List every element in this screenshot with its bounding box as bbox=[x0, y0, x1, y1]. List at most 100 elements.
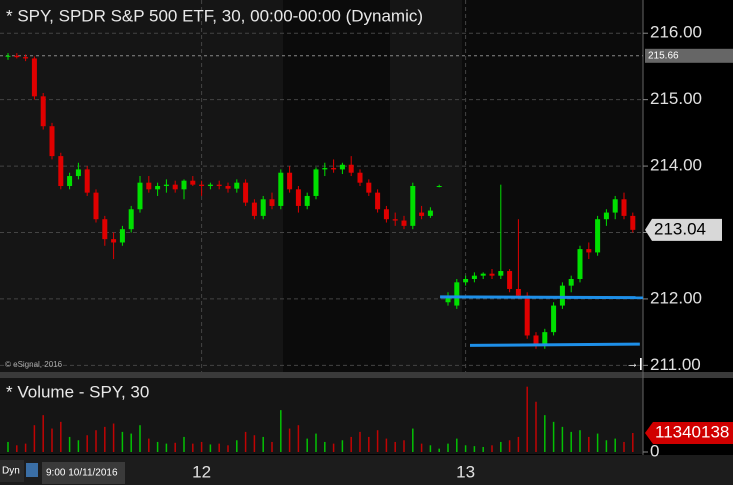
y-tick-label: 216.00 bbox=[650, 23, 702, 42]
candle-body bbox=[295, 189, 301, 206]
candle-body bbox=[216, 184, 222, 186]
candle-body bbox=[498, 271, 504, 276]
candle-body bbox=[489, 273, 495, 276]
trend-line bbox=[469, 342, 640, 347]
candle-body bbox=[278, 172, 284, 206]
candle-body bbox=[137, 182, 143, 210]
y-tick-label: 212.00 bbox=[650, 288, 702, 307]
candle-body bbox=[119, 229, 125, 243]
candle-body bbox=[568, 279, 574, 286]
chart-title: * SPY, SPDR S&P 500 ETF, 30, 00:00-00:00… bbox=[6, 6, 423, 25]
candle-body bbox=[40, 96, 46, 127]
candle-body bbox=[542, 332, 548, 346]
candle-body bbox=[287, 172, 293, 190]
trend-line bbox=[440, 295, 643, 300]
candle-body bbox=[410, 186, 416, 226]
candle-body bbox=[559, 285, 565, 306]
axes: 211.00212.00213.00214.00215.00216.001213… bbox=[192, 23, 733, 481]
candle-body bbox=[93, 192, 99, 220]
mode-label[interactable]: Dyn bbox=[2, 466, 20, 477]
candle-body bbox=[471, 275, 477, 279]
candle-body bbox=[375, 192, 381, 210]
candle-body bbox=[515, 288, 521, 296]
candle-body bbox=[480, 273, 486, 276]
candle-body bbox=[586, 249, 592, 253]
candle-body bbox=[577, 249, 583, 279]
candle-body bbox=[234, 182, 240, 189]
candle-body bbox=[419, 212, 425, 216]
reference-tag bbox=[645, 48, 733, 63]
last-price-tag bbox=[645, 218, 722, 241]
candle-body bbox=[190, 180, 196, 185]
candle-body bbox=[181, 180, 187, 190]
candle-body bbox=[427, 210, 433, 216]
candle-body bbox=[533, 335, 539, 346]
candle-body bbox=[551, 305, 557, 333]
y-tick-label: 214.00 bbox=[650, 156, 702, 175]
candle-body bbox=[383, 209, 389, 220]
candle-body bbox=[225, 186, 231, 189]
candle-body bbox=[269, 199, 275, 206]
candle-body bbox=[14, 55, 20, 58]
candle-body bbox=[339, 164, 345, 170]
last-price-label: 213.04 bbox=[654, 219, 706, 238]
candle-body bbox=[155, 186, 161, 190]
x-tick-label: 12 bbox=[192, 462, 211, 481]
pane-divider bbox=[0, 372, 733, 378]
candle-body bbox=[199, 184, 205, 186]
candle-body bbox=[128, 209, 134, 230]
session-band bbox=[283, 0, 390, 372]
y-tick-label: 211.00 bbox=[650, 355, 701, 374]
candle-body bbox=[84, 169, 90, 193]
candle-body bbox=[313, 169, 319, 196]
candle-body bbox=[243, 182, 249, 203]
candle-body bbox=[612, 199, 618, 213]
candle-body bbox=[366, 182, 372, 193]
candle-body bbox=[207, 184, 213, 186]
candle-body bbox=[603, 212, 609, 220]
candle-body bbox=[75, 169, 81, 177]
reference-label: 215.66 bbox=[648, 50, 679, 61]
candle-body bbox=[595, 219, 601, 253]
candle-body bbox=[67, 176, 73, 186]
candle-body bbox=[31, 58, 37, 97]
volume-plot bbox=[7, 386, 634, 452]
candle-body bbox=[251, 202, 257, 216]
last-volume-label: 11340138 bbox=[655, 422, 729, 441]
candle-body bbox=[524, 295, 530, 336]
candle-body bbox=[348, 164, 354, 173]
candle-body bbox=[49, 126, 55, 157]
candle-body bbox=[445, 295, 451, 303]
candle-body bbox=[507, 271, 513, 289]
mode-box[interactable] bbox=[0, 460, 24, 482]
candle-body bbox=[392, 219, 398, 221]
volume-title: * Volume - SPY, 30 bbox=[6, 382, 149, 401]
candle-body bbox=[357, 172, 363, 183]
start-label: 9:00 10/11/2016 bbox=[46, 468, 118, 479]
candle-body bbox=[172, 184, 178, 190]
candle-body bbox=[621, 199, 627, 216]
y-tick-label: 215.00 bbox=[650, 89, 702, 108]
x-tick-label: 13 bbox=[456, 462, 475, 481]
y-tick-label: 0 bbox=[650, 441, 659, 460]
price-plot bbox=[0, 0, 643, 372]
start-box bbox=[42, 462, 125, 484]
scroll-icon[interactable]: →| bbox=[626, 355, 643, 370]
candle-body bbox=[111, 239, 117, 243]
candle-body bbox=[322, 168, 328, 170]
candle-body bbox=[5, 55, 11, 57]
candle-body bbox=[304, 195, 310, 206]
last-volume-tag bbox=[645, 422, 733, 445]
candle-body bbox=[102, 219, 108, 240]
candle-body bbox=[401, 220, 407, 226]
candle-body bbox=[146, 182, 152, 190]
candle-body bbox=[454, 282, 460, 306]
candle-body bbox=[630, 215, 636, 230]
mode-icon[interactable] bbox=[26, 463, 38, 477]
candle-body bbox=[260, 199, 266, 216]
candle-body bbox=[436, 186, 442, 187]
candle-body bbox=[463, 279, 469, 283]
candle-body bbox=[58, 156, 64, 186]
